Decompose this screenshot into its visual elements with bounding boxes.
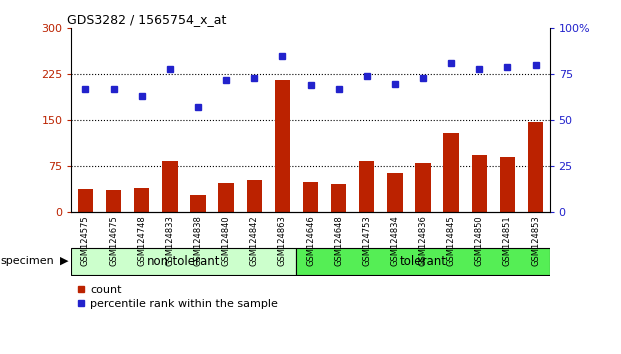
Text: GSM124834: GSM124834 [391,215,399,266]
Bar [528,122,543,212]
Text: GSM124853: GSM124853 [531,215,540,266]
Bar [443,133,459,212]
Text: specimen: specimen [1,256,55,266]
Text: GSM124753: GSM124753 [362,215,371,266]
Text: non-tolerant: non-tolerant [147,255,220,268]
Text: GSM124748: GSM124748 [137,215,146,266]
Bar [106,190,121,212]
Text: GSM124851: GSM124851 [503,215,512,266]
Text: GSM124845: GSM124845 [446,215,456,266]
Bar [296,247,550,275]
Bar [190,195,206,212]
Text: GSM124840: GSM124840 [222,215,230,266]
Text: GSM124850: GSM124850 [475,215,484,266]
Text: GSM124675: GSM124675 [109,215,118,266]
Bar [303,182,318,212]
Text: ▶: ▶ [60,256,69,266]
Bar [274,80,290,212]
Bar [247,181,262,212]
Bar [415,163,431,212]
Text: GSM124836: GSM124836 [419,215,427,266]
Text: GDS3282 / 1565754_x_at: GDS3282 / 1565754_x_at [66,13,226,26]
Bar [471,155,487,212]
Bar [387,172,402,212]
Text: GSM124863: GSM124863 [278,215,287,266]
Bar [359,161,374,212]
Bar [331,184,347,212]
Text: GSM124833: GSM124833 [165,215,175,266]
Text: GSM124646: GSM124646 [306,215,315,266]
Text: GSM124575: GSM124575 [81,215,90,266]
Bar [78,189,93,212]
Text: tolerant: tolerant [399,255,446,268]
Text: GSM124838: GSM124838 [194,215,202,266]
Bar [219,183,234,212]
Text: GSM124842: GSM124842 [250,215,259,266]
Bar [162,161,178,212]
Bar [134,188,150,212]
Bar [71,247,296,275]
Text: GSM124648: GSM124648 [334,215,343,266]
Bar [500,157,515,212]
Legend: count, percentile rank within the sample: count, percentile rank within the sample [77,285,278,309]
